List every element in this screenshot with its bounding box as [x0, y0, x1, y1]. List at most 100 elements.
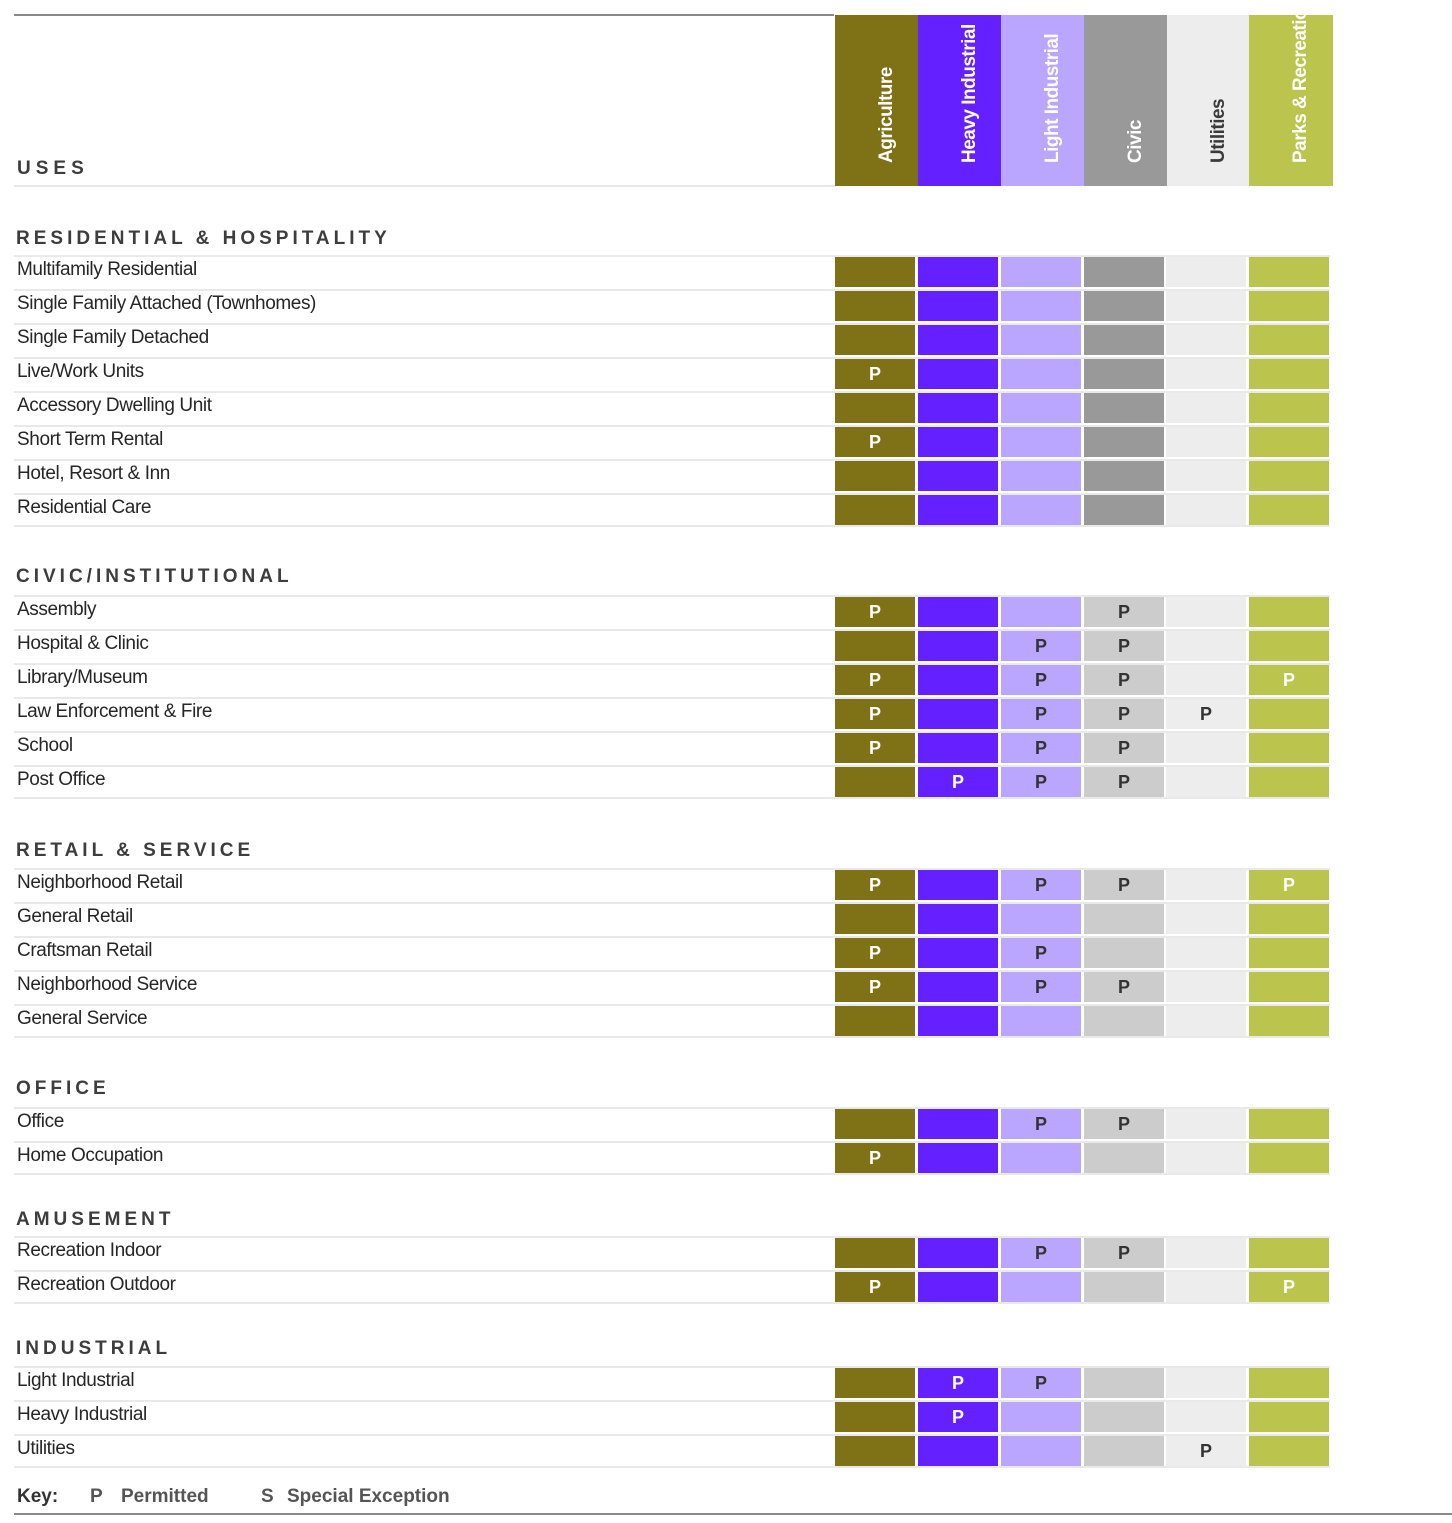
zone-cell-agriculture — [835, 1238, 915, 1268]
use-label: Law Enforcement & Fire — [17, 701, 213, 722]
zone-cell-agriculture — [835, 1109, 915, 1139]
zone-cell-civic: P — [1084, 597, 1164, 627]
column-header-agriculture: Agriculture — [835, 15, 918, 186]
zone-cell-civic — [1084, 291, 1164, 321]
zone-cell-utilities — [1166, 325, 1246, 355]
zone-cell-light-industrial — [1001, 1272, 1081, 1302]
zone-cell-parks-recreation — [1249, 1368, 1329, 1398]
zone-cell-heavy-industrial: P — [918, 1368, 998, 1398]
zone-cell-parks-recreation — [1249, 938, 1329, 968]
use-label: Single Family Detached — [17, 327, 209, 348]
section-title: RESIDENTIAL & HOSPITALITY — [16, 228, 391, 249]
zone-cell-civic — [1084, 1006, 1164, 1036]
use-label: Light Industrial — [17, 1370, 135, 1391]
zone-cell-light-industrial: P — [1001, 767, 1081, 797]
row-divider — [14, 629, 1330, 631]
zone-cell-agriculture — [835, 631, 915, 661]
row-divider — [14, 323, 1330, 325]
zone-cell-heavy-industrial — [918, 495, 998, 525]
zone-cell-light-industrial: P — [1001, 972, 1081, 1002]
zone-cell-utilities — [1166, 495, 1246, 525]
zone-cell-utilities — [1166, 870, 1246, 900]
zone-cell-parks-recreation — [1249, 1109, 1329, 1139]
row-divider — [14, 902, 1330, 904]
table-row: Recreation Indoor P P — [14, 1236, 1330, 1268]
zone-cell-heavy-industrial — [918, 938, 998, 968]
table-row: Single Family Attached (Townhomes) — [14, 289, 1330, 321]
use-label: Post Office — [17, 769, 106, 790]
table-row: Utilities P — [14, 1434, 1330, 1468]
zone-cell-utilities — [1166, 972, 1246, 1002]
column-header-label: Civic — [1124, 120, 1146, 163]
zone-cell-utilities: P — [1166, 699, 1246, 729]
table-row: Live/Work Units P — [14, 357, 1330, 389]
zone-cell-agriculture — [835, 1006, 915, 1036]
use-label: Residential Care — [17, 497, 152, 518]
row-divider — [14, 1466, 1330, 1468]
row-divider — [14, 1302, 1330, 1304]
zone-cell-heavy-industrial — [918, 972, 998, 1002]
zone-cell-heavy-industrial — [918, 1272, 998, 1302]
row-divider — [14, 1236, 1330, 1238]
zone-cell-light-industrial: P — [1001, 699, 1081, 729]
zone-cell-agriculture — [835, 1436, 915, 1466]
table-row: Heavy Industrial P — [14, 1400, 1330, 1432]
zone-cell-utilities — [1166, 1272, 1246, 1302]
table-row: Light Industrial P P — [14, 1366, 1330, 1398]
zone-cell-heavy-industrial — [918, 427, 998, 457]
zone-cell-utilities: P — [1166, 1436, 1246, 1466]
zone-cell-agriculture: P — [835, 1272, 915, 1302]
row-divider — [14, 255, 1330, 257]
key-label: Key: — [17, 1486, 59, 1507]
use-label: Accessory Dwelling Unit — [17, 395, 212, 416]
column-header-light-industrial: Light Industrial — [1001, 15, 1084, 186]
zone-cell-civic — [1084, 427, 1164, 457]
zone-cell-heavy-industrial — [918, 1006, 998, 1036]
zone-cell-light-industrial — [1001, 359, 1081, 389]
zone-cell-civic: P — [1084, 767, 1164, 797]
section-title: OFFICE — [16, 1078, 110, 1099]
zone-cell-utilities — [1166, 1238, 1246, 1268]
key-permitted-text: Permitted — [121, 1486, 209, 1507]
zone-cell-heavy-industrial: P — [918, 767, 998, 797]
zone-cell-utilities — [1166, 938, 1246, 968]
zone-cell-agriculture: P — [835, 972, 915, 1002]
zone-cell-civic: P — [1084, 1238, 1164, 1268]
row-divider — [14, 1270, 1330, 1272]
zone-cell-civic — [1084, 938, 1164, 968]
row-divider — [14, 663, 1330, 665]
key-special-symbol: S — [261, 1486, 274, 1507]
zone-cell-light-industrial — [1001, 257, 1081, 287]
zone-cell-agriculture: P — [835, 870, 915, 900]
zone-cell-utilities — [1166, 427, 1246, 457]
column-header-utilities: Utilities — [1167, 15, 1250, 186]
zone-cell-heavy-industrial — [918, 1436, 998, 1466]
zone-cell-agriculture: P — [835, 733, 915, 763]
zone-cell-civic — [1084, 495, 1164, 525]
row-divider — [14, 1107, 1330, 1109]
zone-cell-light-industrial — [1001, 291, 1081, 321]
zone-cell-heavy-industrial — [918, 631, 998, 661]
table-row: Residential Care — [14, 493, 1330, 527]
row-divider — [14, 595, 1330, 597]
table-row: Hotel, Resort & Inn — [14, 459, 1330, 491]
zone-cell-light-industrial — [1001, 393, 1081, 423]
zone-cell-light-industrial: P — [1001, 870, 1081, 900]
uses-rule — [14, 185, 836, 187]
zone-cell-heavy-industrial — [918, 359, 998, 389]
table-row: Multifamily Residential — [14, 255, 1330, 287]
zone-cell-agriculture — [835, 257, 915, 287]
row-divider — [14, 868, 1330, 870]
zone-cell-light-industrial — [1001, 495, 1081, 525]
zone-cell-parks-recreation — [1249, 325, 1329, 355]
zone-cell-parks-recreation — [1249, 359, 1329, 389]
row-divider — [14, 697, 1330, 699]
zone-cell-agriculture — [835, 904, 915, 934]
zone-cell-heavy-industrial — [918, 291, 998, 321]
row-divider — [14, 1400, 1330, 1402]
zone-cell-heavy-industrial — [918, 870, 998, 900]
zone-cell-civic: P — [1084, 870, 1164, 900]
table-row: Craftsman Retail P P — [14, 936, 1330, 968]
zone-cell-light-industrial: P — [1001, 1109, 1081, 1139]
table-row: Library/Museum P P P P — [14, 663, 1330, 695]
